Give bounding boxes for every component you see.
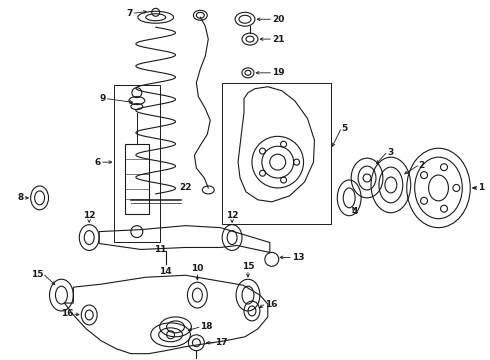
Text: 19: 19 (272, 68, 284, 77)
Text: 13: 13 (292, 253, 304, 262)
Text: 21: 21 (272, 35, 284, 44)
Text: 9: 9 (99, 94, 106, 103)
Text: 16: 16 (265, 300, 277, 309)
Text: 2: 2 (418, 161, 425, 170)
Text: 10: 10 (191, 264, 203, 273)
Text: 16: 16 (61, 310, 74, 319)
Text: 12: 12 (226, 211, 238, 220)
Text: 1: 1 (478, 184, 485, 193)
Text: 3: 3 (387, 148, 393, 157)
Text: 11: 11 (154, 246, 167, 255)
Text: 5: 5 (341, 124, 347, 133)
Text: 22: 22 (179, 184, 192, 193)
Text: 20: 20 (272, 15, 284, 24)
Bar (222, 83, 331, 224)
Text: 15: 15 (31, 270, 44, 279)
Text: 18: 18 (200, 322, 213, 331)
Bar (125, 144, 149, 214)
Text: 7: 7 (126, 9, 133, 18)
Text: 12: 12 (83, 211, 96, 220)
Text: 6: 6 (95, 158, 101, 167)
Text: 14: 14 (159, 267, 172, 276)
Text: 4: 4 (352, 207, 358, 216)
Bar (114, 85, 160, 242)
Text: 15: 15 (242, 262, 254, 271)
Text: 17: 17 (215, 338, 228, 347)
Text: 8: 8 (18, 193, 24, 202)
